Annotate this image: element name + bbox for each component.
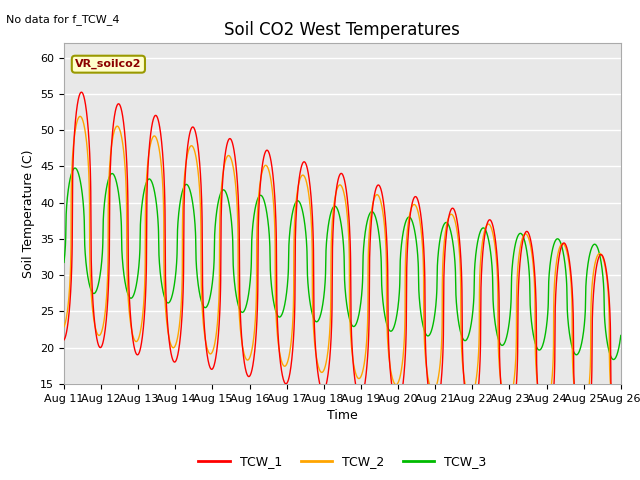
- Text: VR_soilco2: VR_soilco2: [75, 59, 141, 69]
- Title: Soil CO2 West Temperatures: Soil CO2 West Temperatures: [225, 21, 460, 39]
- Y-axis label: Soil Temperature (C): Soil Temperature (C): [22, 149, 35, 278]
- X-axis label: Time: Time: [327, 409, 358, 422]
- Legend: TCW_1, TCW_2, TCW_3: TCW_1, TCW_2, TCW_3: [193, 450, 492, 473]
- Text: No data for f_TCW_4: No data for f_TCW_4: [6, 14, 120, 25]
